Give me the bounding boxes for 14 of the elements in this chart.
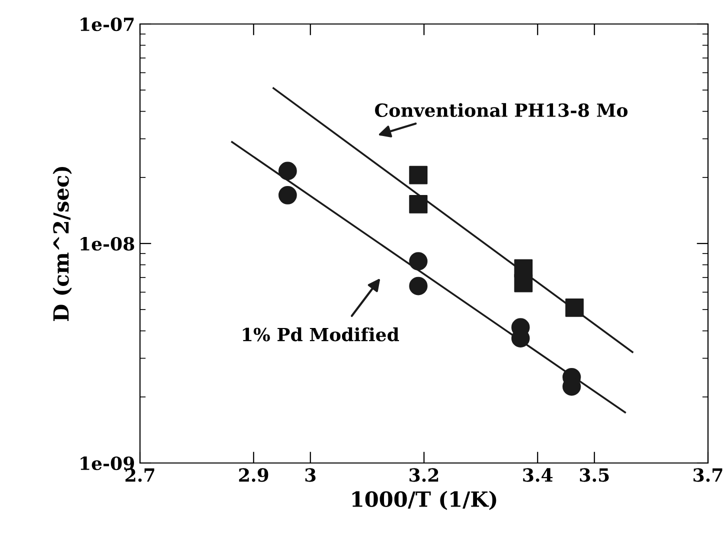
x-tick-label: 3 [305, 468, 316, 482]
annotation: Conventional PH13-8 Mo [375, 103, 628, 118]
x-tick-label: 3.7 [694, 468, 722, 482]
x-tick-label: 3.2 [410, 468, 438, 482]
y-tick-label: 1e-07 [80, 17, 134, 32]
y-axis-title: D (cm^2/sec) [52, 166, 72, 322]
x-tick-label: 3.5 [580, 468, 609, 482]
x-tick-label: 2.7 [126, 468, 154, 482]
y-tick-label: 1e-09 [80, 456, 134, 470]
x-axis-title: 1000/T (1/K) [352, 490, 496, 510]
y-tick-label: 1e-08 [80, 236, 134, 251]
x-tick-label: 2.9 [239, 468, 268, 482]
x-tick-label: 3.4 [523, 468, 553, 482]
annotation: 1% Pd Modified [242, 327, 400, 342]
